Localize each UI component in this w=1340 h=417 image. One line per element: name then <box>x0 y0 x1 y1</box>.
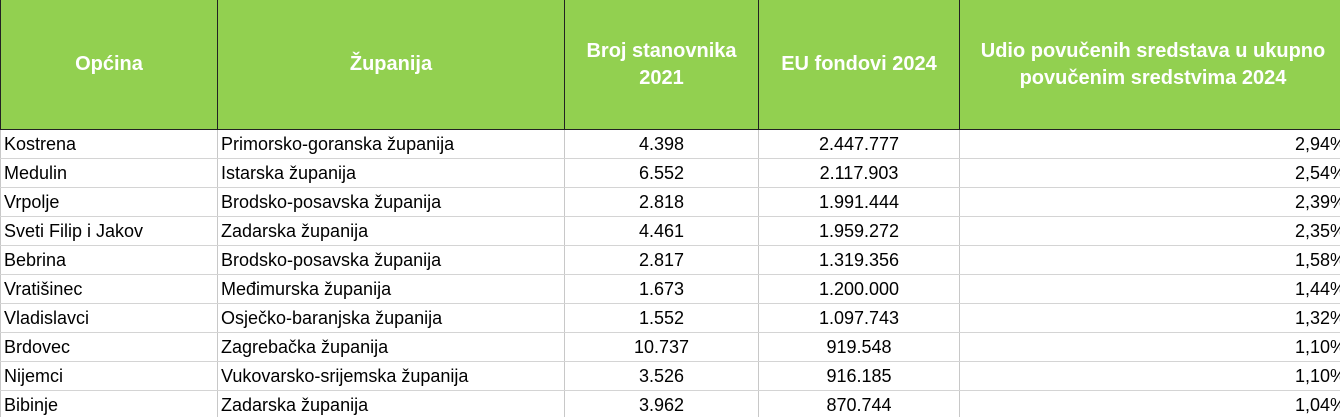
table-row: Sveti Filip i Jakov Zadarska županija 4.46… <box>0 216 1340 246</box>
table-cell: 1.991.444 <box>758 187 960 217</box>
table-cell: 6.552 <box>564 158 759 188</box>
table-cell: Bibinje <box>0 390 218 417</box>
table-cell: Vratišinec <box>0 274 218 304</box>
table-cell: 1.319.356 <box>758 245 960 275</box>
table-row: Vrpolje Brodsko-posavska županija 2.818 1.9… <box>0 187 1340 217</box>
table-cell: Bebrina <box>0 245 218 275</box>
table-cell: 1.959.272 <box>758 216 960 246</box>
table-body: Kostrena Primorsko-goranska županija 4.398… <box>0 129 1340 417</box>
table-row: Brdovec Zagrebačka županija 10.737 919.548 1… <box>0 332 1340 362</box>
table-cell: 2.447.777 <box>758 129 960 159</box>
table-row: Vladislavci Osječko-baranjska županija 1.5… <box>0 303 1340 333</box>
table-cell: Vukovarsko-srijemska županija <box>217 361 565 391</box>
table-cell: Zadarska županija <box>217 216 565 246</box>
table-cell: 1,58% <box>959 245 1340 275</box>
table-cell: 4.461 <box>564 216 759 246</box>
table-cell: 2,94% <box>959 129 1340 159</box>
table-cell: 1,10% <box>959 332 1340 362</box>
column-header: Udio povučenih sredstava u ukupno povuče… <box>959 0 1340 130</box>
column-header: EU fondovi 2024 <box>758 0 960 130</box>
table-cell: 10.737 <box>564 332 759 362</box>
table-cell: 1,10% <box>959 361 1340 391</box>
table-cell: 916.185 <box>758 361 960 391</box>
header-row: Općina Županija Broj stanovnika 2021 EU fon… <box>0 0 1340 130</box>
table-cell: Nijemci <box>0 361 218 391</box>
table-cell: Medulin <box>0 158 218 188</box>
table-cell: Kostrena <box>0 129 218 159</box>
table-cell: Istarska županija <box>217 158 565 188</box>
column-header: Županija <box>217 0 565 130</box>
table-cell: 2,54% <box>959 158 1340 188</box>
table-cell: 919.548 <box>758 332 960 362</box>
table-cell: Međimurska županija <box>217 274 565 304</box>
table-cell: 3.962 <box>564 390 759 417</box>
table-cell: Vladislavci <box>0 303 218 333</box>
table-cell: 2.817 <box>564 245 759 275</box>
table-cell: 3.526 <box>564 361 759 391</box>
table-cell: Brodsko-posavska županija <box>217 245 565 275</box>
column-header: Općina <box>0 0 218 130</box>
table-cell: Sveti Filip i Jakov <box>0 216 218 246</box>
table-cell: 2.117.903 <box>758 158 960 188</box>
table-cell: 1,44% <box>959 274 1340 304</box>
table-cell: Brodsko-posavska županija <box>217 187 565 217</box>
table-cell: 4.398 <box>564 129 759 159</box>
table-cell: 1.097.743 <box>758 303 960 333</box>
table-cell: 870.744 <box>758 390 960 417</box>
table-cell: 2,35% <box>959 216 1340 246</box>
table-cell: 2,39% <box>959 187 1340 217</box>
table-cell: 2.818 <box>564 187 759 217</box>
table-cell: 1,04% <box>959 390 1340 417</box>
table-row: Kostrena Primorsko-goranska županija 4.398… <box>0 129 1340 159</box>
table-cell: 1.552 <box>564 303 759 333</box>
table-cell: Brdovec <box>0 332 218 362</box>
table-cell: Vrpolje <box>0 187 218 217</box>
table-cell: Osječko-baranjska županija <box>217 303 565 333</box>
table-cell: 1,32% <box>959 303 1340 333</box>
table-row: Bebrina Brodsko-posavska županija 2.817 1.3… <box>0 245 1340 275</box>
table-cell: 1.200.000 <box>758 274 960 304</box>
table-cell: Zadarska županija <box>217 390 565 417</box>
table-row: Medulin Istarska županija 6.552 2.117.903 2,… <box>0 158 1340 188</box>
table-cell: Zagrebačka županija <box>217 332 565 362</box>
table-row: Bibinje Zadarska županija 3.962 870.744 1,04… <box>0 390 1340 417</box>
table-cell: 1.673 <box>564 274 759 304</box>
table-cell: Primorsko-goranska županija <box>217 129 565 159</box>
table-row: Vratišinec Međimurska županija 1.673 1.200.… <box>0 274 1340 304</box>
column-header: Broj stanovnika 2021 <box>564 0 759 130</box>
table-row: Nijemci Vukovarsko-srijemska županija 3.52… <box>0 361 1340 391</box>
